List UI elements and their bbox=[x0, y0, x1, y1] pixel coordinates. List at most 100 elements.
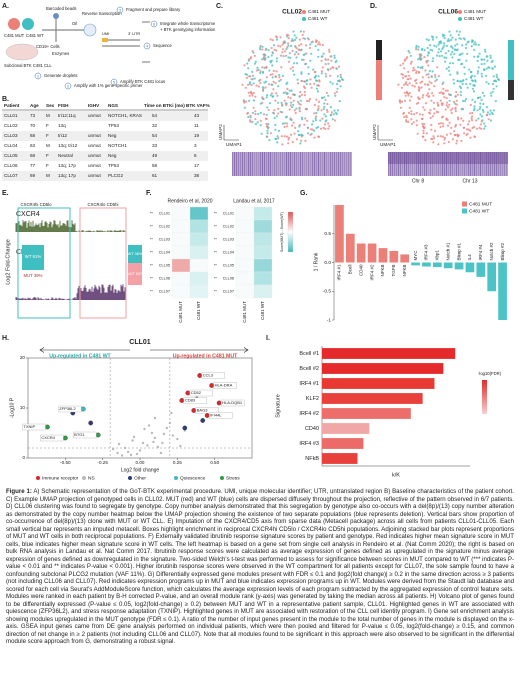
umap-dot bbox=[326, 68, 330, 71]
umap-dot bbox=[465, 43, 468, 46]
heatmap-cell bbox=[171, 206, 191, 221]
cnv-stripe bbox=[334, 152, 335, 176]
umap-dot bbox=[421, 65, 424, 68]
umap-dot bbox=[293, 53, 296, 56]
umap-dot bbox=[286, 87, 289, 90]
point bbox=[170, 411, 173, 415]
heatmap-cell bbox=[189, 232, 209, 247]
umap-dot bbox=[431, 57, 435, 60]
umap-dot bbox=[243, 64, 246, 67]
umap-dot bbox=[486, 111, 489, 114]
umap-dot bbox=[471, 39, 474, 42]
umap-dot bbox=[252, 99, 255, 102]
umap-dot bbox=[469, 112, 472, 115]
cnv-stripe bbox=[256, 152, 257, 176]
umap-dot bbox=[254, 118, 257, 121]
heatmap-cell bbox=[253, 232, 273, 247]
umap-dot bbox=[284, 54, 288, 57]
y-tick-label: IRF4 #1 bbox=[299, 381, 319, 387]
umap-dot bbox=[444, 52, 447, 55]
umap-dot bbox=[442, 87, 445, 90]
bar bbox=[322, 438, 364, 449]
umap-dot bbox=[276, 135, 279, 138]
cnv-stripe bbox=[234, 152, 235, 176]
umap-dot bbox=[450, 111, 453, 115]
table-header: Time on BTKi (mo) bbox=[144, 103, 185, 108]
umap-dot bbox=[287, 142, 290, 145]
umap-dot bbox=[441, 102, 444, 105]
umap-dot bbox=[408, 51, 411, 54]
axis-label: UMAP1 bbox=[380, 142, 396, 147]
heatmap-cell bbox=[189, 258, 209, 273]
umap-dot bbox=[295, 47, 298, 50]
umap-dot bbox=[402, 62, 405, 65]
umap-dot bbox=[322, 126, 325, 129]
cnv-stripe bbox=[272, 152, 273, 176]
umap-dot bbox=[439, 50, 443, 53]
point bbox=[45, 424, 50, 430]
umap-dot bbox=[403, 67, 406, 70]
umap-dot bbox=[448, 99, 451, 102]
umap-dot bbox=[336, 109, 340, 112]
y-tick-label: 0 bbox=[22, 455, 25, 460]
umap-dot bbox=[249, 114, 252, 117]
cnv-stripe bbox=[282, 152, 283, 176]
point bbox=[159, 451, 163, 455]
umap-dot bbox=[469, 82, 472, 85]
cnv-stripe bbox=[294, 152, 295, 176]
axis-label: UMAP1 bbox=[226, 142, 242, 147]
umap-dot bbox=[281, 74, 284, 78]
cnv-stripe bbox=[302, 152, 303, 176]
umap-dot bbox=[437, 143, 440, 146]
panel-label: E. bbox=[2, 190, 9, 197]
umap-dot bbox=[482, 110, 485, 113]
umap-dot bbox=[478, 107, 481, 110]
umap-dot bbox=[480, 63, 483, 66]
umap-dot bbox=[289, 97, 292, 100]
umap-dot bbox=[320, 70, 323, 73]
umap-dot bbox=[324, 63, 327, 66]
legend-label: NS bbox=[88, 475, 95, 481]
umap-axes bbox=[377, 125, 393, 141]
umap-dot bbox=[265, 122, 268, 125]
umap-dot bbox=[464, 99, 467, 103]
umap-dot bbox=[281, 143, 284, 146]
cnv-stripe bbox=[296, 152, 297, 176]
umap-dot bbox=[292, 39, 295, 42]
umap-dot bbox=[430, 75, 433, 78]
umap-dot bbox=[292, 121, 295, 124]
sig-marker: ** bbox=[150, 289, 153, 293]
cnv-stripe bbox=[344, 152, 345, 176]
row-label: CLL04 bbox=[223, 251, 234, 255]
step-circle bbox=[116, 6, 124, 14]
umap-dot bbox=[264, 48, 267, 52]
table-cell: 58 bbox=[152, 163, 158, 168]
umap-dot bbox=[453, 52, 456, 56]
umap-dot bbox=[423, 83, 427, 86]
umap-dot bbox=[296, 78, 299, 81]
label-box bbox=[58, 405, 82, 413]
row-bg bbox=[2, 131, 208, 141]
umap-dot bbox=[283, 125, 286, 128]
umap-dot bbox=[485, 74, 488, 77]
umap-dot bbox=[309, 133, 312, 136]
axis-label: Signature bbox=[275, 394, 281, 418]
sig-marker: ** bbox=[150, 263, 153, 267]
table-cell: unmut bbox=[88, 113, 101, 118]
label-box bbox=[209, 412, 233, 419]
umap-dot bbox=[456, 116, 459, 119]
table-cell: CLL04 bbox=[4, 143, 18, 148]
bar bbox=[432, 262, 442, 268]
umap-dot bbox=[443, 37, 446, 40]
table-header: Patient bbox=[4, 103, 20, 108]
umap-dot bbox=[479, 113, 482, 116]
umap-dot bbox=[305, 44, 308, 47]
umap-dot bbox=[421, 122, 424, 125]
umap-dot bbox=[305, 82, 308, 86]
bar bbox=[400, 254, 410, 263]
row-label: CLL07 bbox=[223, 290, 234, 294]
umap-dot bbox=[325, 91, 328, 94]
umap-dot bbox=[262, 113, 266, 116]
umap-dot bbox=[457, 118, 460, 121]
umap-dot bbox=[455, 30, 458, 33]
